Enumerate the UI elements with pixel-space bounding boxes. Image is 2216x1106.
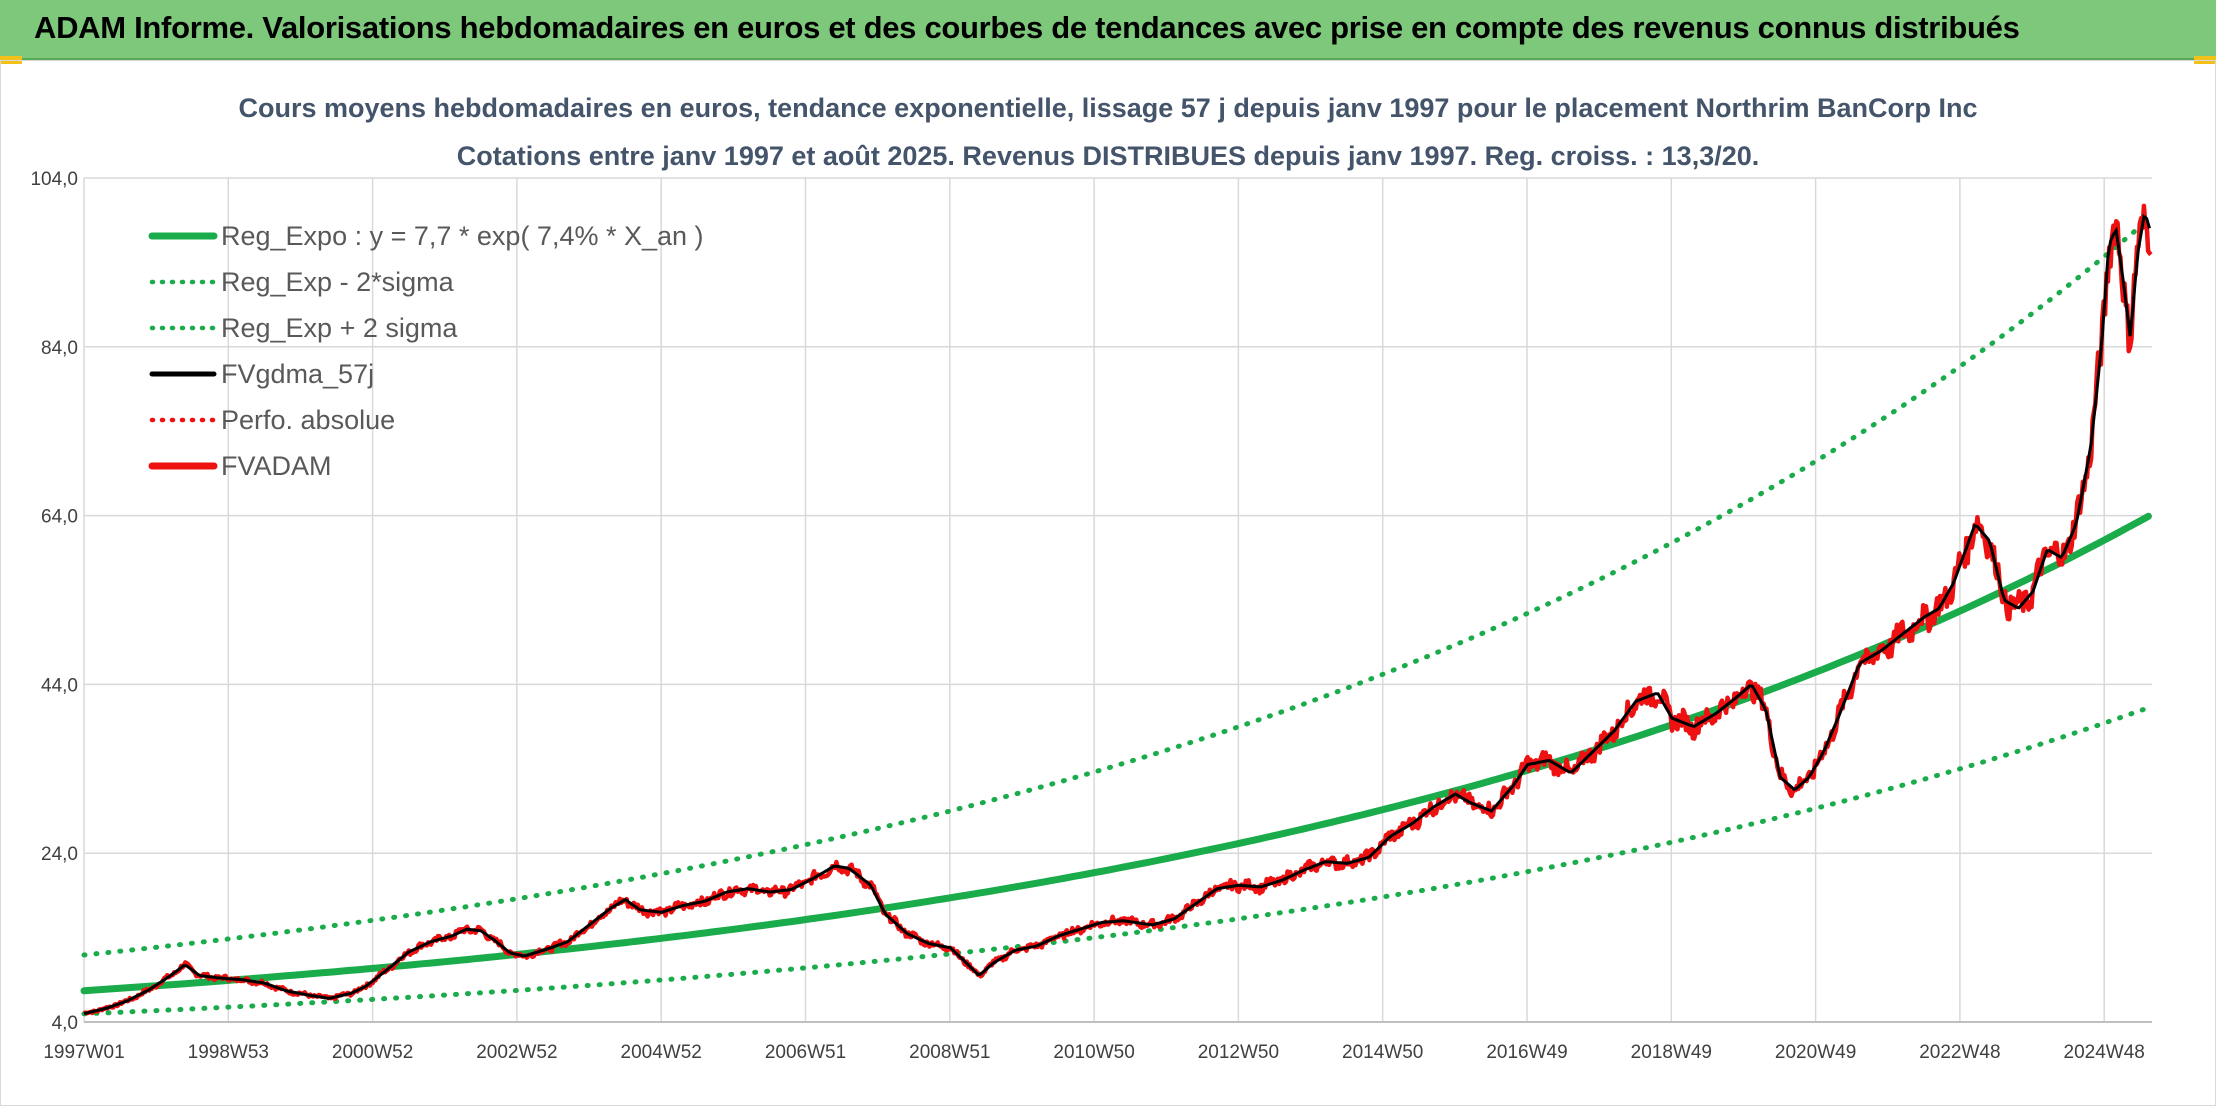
chart-grid (83, 177, 2152, 1023)
x-tick-label: 2020W49 (1775, 1042, 1856, 1063)
y-axis: 4,0 24,0 44,0 64,0 84,0 104,0 (30, 169, 78, 1034)
y-tick-label: 104,0 (30, 169, 78, 190)
x-tick-label: 2000W52 (332, 1042, 413, 1063)
y-tick-label: 64,0 (41, 507, 78, 528)
x-tick-label: 1997W01 (43, 1042, 124, 1063)
legend-label-price: FVADAM (221, 451, 332, 481)
x-tick-label: 2008W51 (909, 1042, 990, 1063)
y-tick-label: 44,0 (41, 675, 78, 696)
chart-title: Cours moyens hebdomadaires en euros, ten… (238, 93, 1977, 123)
x-tick-label: 1998W53 (188, 1042, 269, 1063)
x-tick-label: 2010W50 (1053, 1042, 1134, 1063)
legend-label-reg_high: Reg_Exp + 2 sigma (221, 313, 458, 343)
series-reg-plus-2sigma (81, 217, 2151, 958)
chart-series (80, 203, 2153, 1017)
legend-label-perfo: Perfo. absolue (221, 405, 395, 435)
x-tick-label: 2012W50 (1198, 1042, 1279, 1063)
x-tick-label: 2014W50 (1342, 1042, 1423, 1063)
legend-label-smooth: FVgdma_57j (221, 359, 374, 389)
chart-subtitle: Cotations entre janv 1997 et août 2025. … (457, 141, 1760, 171)
series-reg-expo (80, 512, 2152, 995)
legend-label-reg: Reg_Expo : y = 7,7 * exp( 7,4% * X_an ) (221, 221, 704, 251)
x-tick-label: 2006W51 (765, 1042, 846, 1063)
report-banner: ADAM Informe. Valorisations hebdomadaire… (0, 0, 2216, 60)
x-tick-label: 2004W52 (621, 1042, 702, 1063)
y-tick-label: 4,0 (52, 1013, 78, 1034)
x-axis: 1997W01 1998W53 2000W52 2002W52 2004W52 2006W… (43, 1042, 2145, 1063)
legend-label-reg_low: Reg_Exp - 2*sigma (221, 267, 455, 297)
x-tick-label: 2018W49 (1631, 1042, 1712, 1063)
x-tick-label: 2022W48 (1919, 1042, 2000, 1063)
x-tick-label: 2002W52 (476, 1042, 557, 1063)
y-tick-label: 24,0 (41, 844, 78, 865)
y-tick-label: 84,0 (41, 338, 78, 359)
x-tick-label: 2016W49 (1486, 1042, 1567, 1063)
banner-title: ADAM Informe. Valorisations hebdomadaire… (34, 10, 2020, 45)
series-reg-minus-2sigma (81, 705, 2151, 1017)
chart-legend: Reg_Expo : y = 7,7 * exp( 7,4% * X_an ) R… (148, 221, 704, 481)
x-tick-label: 2024W48 (2064, 1042, 2145, 1063)
series-fvgdma-57j (83, 213, 2151, 1016)
